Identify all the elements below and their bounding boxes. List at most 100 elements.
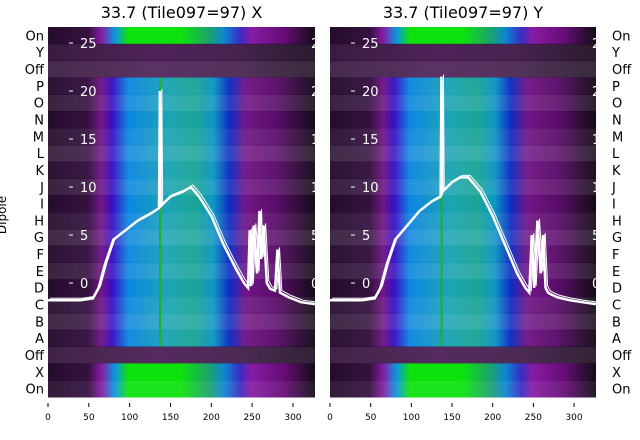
x-tick-label: 250 (244, 413, 261, 423)
heatmap-row-j (330, 178, 596, 196)
row-label: X (612, 366, 621, 381)
heatmap-row-i (330, 195, 596, 213)
row-label: D (612, 282, 622, 297)
overlay-y-tick-label-right: 25 (592, 37, 609, 52)
heatmap-row-l (330, 144, 596, 163)
overlay-y-tick-label-right: 25 (311, 37, 328, 52)
overlay-y-tick-label-right: 5 (592, 229, 600, 244)
x-tick-label: 0 (45, 413, 51, 423)
heatmap-row-on (48, 380, 315, 398)
heatmap-row-n (48, 111, 315, 129)
row-label: O (34, 97, 44, 112)
heatmap-row-off (48, 346, 315, 364)
overlay-y-tick-label-right: 15 (592, 133, 609, 148)
heatmap-row-b (330, 312, 596, 331)
row-label: A (612, 332, 621, 347)
row-label: E (36, 265, 44, 280)
row-label: E (612, 265, 620, 280)
row-label: On (612, 29, 630, 44)
heatmap-row-on (330, 380, 596, 398)
overlay-y-tick-label: 10 (80, 181, 97, 196)
x-tick-label: 200 (203, 413, 220, 423)
heatmap-row-k (330, 161, 596, 179)
x-tick-label: 100 (403, 413, 420, 423)
heatmap-row-x (330, 363, 596, 381)
row-label: L (612, 147, 620, 162)
overlay-y-tick-label-right: 10 (311, 181, 328, 196)
overlay-y-tick-label-right: 0 (311, 277, 319, 292)
row-label: K (612, 164, 621, 179)
row-label: G (612, 231, 622, 246)
row-label: M (33, 130, 44, 145)
heatmap-row-y (330, 43, 596, 62)
panel-title: 33.7 (Tile097=97) Y (383, 3, 544, 22)
row-label: K (35, 164, 44, 179)
heatmap-row-o (330, 94, 596, 112)
x-tick-label: 50 (83, 413, 95, 423)
heatmap-row-f (48, 245, 315, 263)
row-label: A (35, 332, 44, 347)
heatmap-row-p (330, 77, 596, 95)
row-label: Off (612, 63, 632, 78)
heatmap-row-on (48, 27, 315, 45)
row-label: P (36, 80, 44, 95)
x-tick-label: 150 (162, 413, 179, 423)
row-label: J (611, 181, 616, 196)
heatmap-row-k (48, 161, 315, 179)
overlay-y-tick-label: 15 (362, 133, 379, 148)
overlay-y-tick-label-right: 10 (592, 181, 609, 196)
heatmap-row-c (330, 296, 596, 314)
x-tick-label: 250 (525, 413, 542, 423)
heatmap-row-b (48, 312, 315, 331)
row-label: G (34, 231, 44, 246)
panel-title: 33.7 (Tile097=97) X (101, 3, 263, 22)
overlay-y-tick-label: 20 (362, 85, 379, 100)
heatmap-row-x (48, 363, 315, 381)
row-label: H (612, 214, 622, 229)
x-tick-label: 100 (121, 413, 138, 423)
row-label: X (35, 366, 44, 381)
spike-column (159, 77, 162, 347)
x-tick-label: 300 (284, 413, 301, 423)
row-label: L (37, 147, 45, 162)
x-tick-label: 200 (484, 413, 501, 423)
row-label: F (37, 248, 44, 263)
overlay-y-tick-label: 5 (362, 229, 370, 244)
heatmap-row-m (330, 127, 596, 146)
heatmap-row-l (48, 144, 315, 163)
row-label: On (26, 29, 44, 44)
heatmap-row-n (330, 111, 596, 129)
heatmap-row-j (48, 178, 315, 196)
overlay-y-tick-label: 0 (80, 277, 88, 292)
row-label: M (612, 130, 623, 145)
row-label: O (612, 97, 622, 112)
heatmap-row-o (48, 94, 315, 112)
heatmap-row-i (48, 195, 315, 213)
row-label: Y (35, 46, 44, 61)
row-label: N (34, 114, 44, 129)
overlay-y-tick-label: 20 (80, 85, 97, 100)
heatmap-row-off (48, 60, 315, 78)
row-label: N (612, 114, 622, 129)
heatmap-row-off (330, 346, 596, 364)
spike-column (440, 77, 443, 347)
heatmap-row-f (330, 245, 596, 263)
row-label: B (35, 315, 44, 330)
row-label: On (26, 383, 44, 398)
overlay-y-tick-label-right: 20 (311, 85, 328, 100)
row-label: C (612, 299, 621, 314)
heatmap-row-h (48, 212, 315, 230)
overlay-y-tick-label-right: 0 (592, 277, 600, 292)
heatmap-row-a (48, 329, 315, 348)
row-label: On (612, 383, 630, 398)
heatmap-row-c (48, 296, 315, 314)
row-label: B (612, 315, 621, 330)
row-label: F (612, 248, 619, 263)
row-label: Y (611, 46, 620, 61)
heatmap-row-off (330, 60, 596, 78)
overlay-y-tick-label-right: 20 (592, 85, 609, 100)
row-label: D (34, 282, 44, 297)
